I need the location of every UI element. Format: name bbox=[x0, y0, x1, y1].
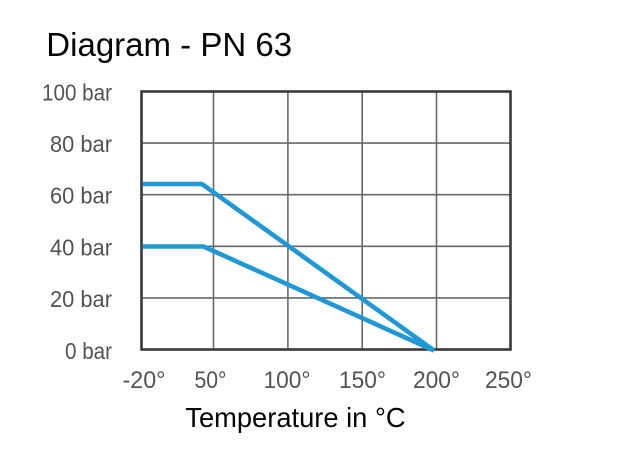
svg-text:80 bar: 80 bar bbox=[50, 131, 112, 157]
svg-text:200°: 200° bbox=[413, 367, 460, 394]
svg-text:20 bar: 20 bar bbox=[50, 286, 112, 312]
svg-text:250°: 250° bbox=[485, 367, 532, 394]
svg-text:0 bar: 0 bar bbox=[65, 338, 112, 364]
svg-text:60 bar: 60 bar bbox=[50, 183, 112, 209]
svg-text:150°: 150° bbox=[339, 367, 386, 394]
svg-text:100°: 100° bbox=[264, 367, 311, 394]
svg-text:50°: 50° bbox=[195, 367, 227, 394]
svg-text:Temperature in °C: Temperature in °C bbox=[185, 402, 405, 433]
svg-text:40 bar: 40 bar bbox=[50, 234, 112, 260]
svg-text:Diagram - PN 63: Diagram - PN 63 bbox=[46, 26, 292, 63]
svg-text:-20°: -20° bbox=[123, 367, 166, 394]
svg-text:100 bar: 100 bar bbox=[42, 79, 112, 105]
